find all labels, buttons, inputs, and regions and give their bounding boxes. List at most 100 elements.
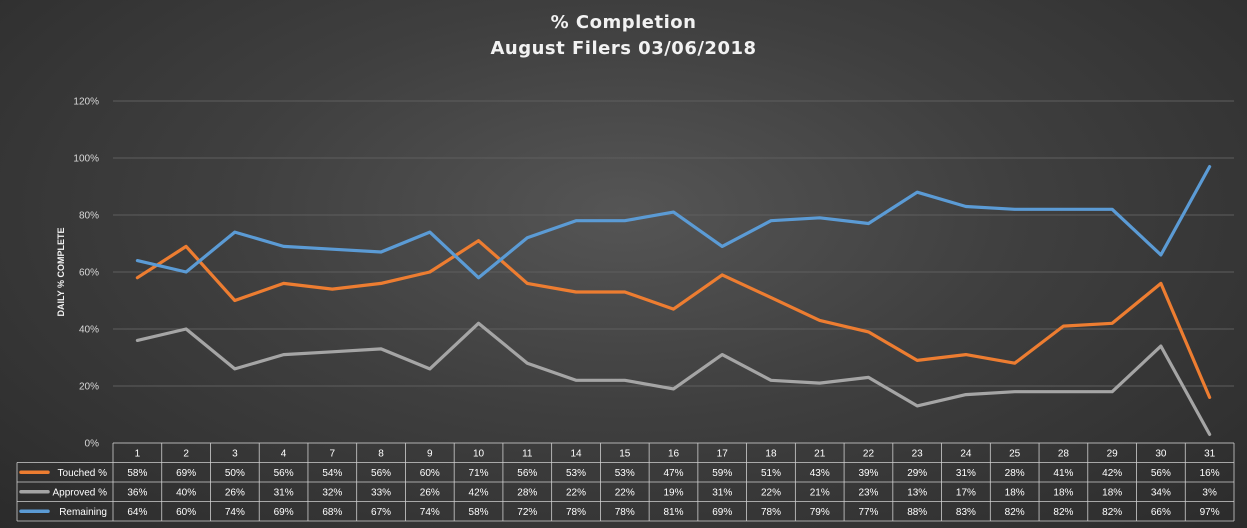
data-label: 51% [761, 468, 781, 479]
x-tick-label: 4 [281, 448, 287, 459]
data-label: 88% [907, 507, 927, 518]
data-label: 72% [517, 507, 537, 518]
x-tick-label: 2 [183, 448, 189, 459]
data-label: 78% [566, 507, 586, 518]
x-tick-label: 25 [1009, 448, 1021, 459]
data-label: 28% [1005, 468, 1025, 479]
data-label: 74% [225, 507, 245, 518]
data-label: 60% [420, 468, 440, 479]
chart-title: % Completion [550, 12, 697, 33]
data-label: 13% [907, 487, 927, 498]
data-label: 26% [420, 487, 440, 498]
data-label: 56% [274, 468, 294, 479]
data-label: 60% [176, 507, 196, 518]
data-label: 78% [615, 507, 635, 518]
legend-label: Touched % [58, 468, 108, 479]
x-tick-label: 11 [522, 448, 533, 459]
data-label: 31% [274, 487, 294, 498]
data-label: 47% [663, 468, 683, 479]
data-label: 69% [176, 468, 196, 479]
legend-label: Remaining [59, 507, 107, 518]
data-label: 40% [176, 487, 196, 498]
data-label: 77% [858, 507, 878, 518]
data-label: 28% [517, 487, 537, 498]
series-line [135, 321, 1212, 436]
data-label: 59% [712, 468, 732, 479]
data-label: 56% [371, 468, 391, 479]
data-label: 19% [663, 487, 683, 498]
x-tick-label: 23 [912, 448, 924, 459]
data-label: 42% [1102, 468, 1122, 479]
y-tick-label: 20% [79, 382, 99, 393]
data-label: 53% [615, 468, 635, 479]
x-tick-label: 17 [717, 448, 729, 459]
data-label: 39% [858, 468, 878, 479]
data-label: 17% [956, 487, 976, 498]
data-label: 68% [322, 507, 342, 518]
x-tick-label: 7 [330, 448, 336, 459]
legend-label: Approved % [53, 487, 108, 498]
x-tick-label: 14 [570, 448, 582, 459]
x-tick-label: 18 [765, 448, 777, 459]
data-label: 74% [420, 507, 440, 518]
data-label: 22% [615, 487, 635, 498]
y-tick-label: 80% [79, 211, 99, 222]
data-label: 23% [858, 487, 878, 498]
data-label: 56% [517, 468, 537, 479]
data-label: 82% [1053, 507, 1073, 518]
x-tick-label: 16 [668, 448, 680, 459]
data-label: 64% [127, 507, 147, 518]
x-tick-label: 30 [1155, 448, 1167, 459]
x-tick-label: 9 [427, 448, 433, 459]
data-label: 36% [127, 487, 147, 498]
data-label: 69% [274, 507, 294, 518]
series-line [135, 239, 1212, 399]
x-tick-label: 21 [814, 448, 826, 459]
data-label: 34% [1151, 487, 1171, 498]
x-tick-label: 1 [135, 448, 141, 459]
x-tick-label: 24 [960, 448, 972, 459]
x-tick-label: 15 [619, 448, 631, 459]
data-label: 26% [225, 487, 245, 498]
data-label: 58% [127, 468, 147, 479]
data-label: 21% [810, 487, 830, 498]
data-label: 67% [371, 507, 391, 518]
data-label: 58% [469, 507, 489, 518]
data-label: 18% [1005, 487, 1025, 498]
data-label: 78% [761, 507, 781, 518]
data-label: 41% [1053, 468, 1073, 479]
x-tick-label: 8 [378, 448, 384, 459]
y-tick-label: 60% [79, 268, 99, 279]
data-label: 81% [663, 507, 683, 518]
data-label: 79% [810, 507, 830, 518]
data-label: 42% [469, 487, 489, 498]
data-label: 66% [1151, 507, 1171, 518]
series-line [135, 165, 1212, 280]
y-tick-label: 120% [73, 97, 99, 108]
data-label: 83% [956, 507, 976, 518]
data-label: 71% [469, 468, 489, 479]
data-label: 3% [1202, 487, 1217, 498]
data-label: 43% [810, 468, 830, 479]
x-tick-label: 3 [232, 448, 238, 459]
x-tick-label: 31 [1204, 448, 1216, 459]
y-axis-title: DAILY % COMPLETE [56, 227, 66, 316]
data-label: 97% [1200, 507, 1220, 518]
data-label: 54% [322, 468, 342, 479]
data-label: 56% [1151, 468, 1171, 479]
chart-subtitle: August Filers 03/06/2018 [490, 38, 757, 59]
x-tick-label: 28 [1058, 448, 1070, 459]
data-label: 50% [225, 468, 245, 479]
y-tick-label: 100% [73, 154, 99, 165]
x-tick-label: 29 [1107, 448, 1119, 459]
data-label: 16% [1200, 468, 1220, 479]
data-label: 82% [1102, 507, 1122, 518]
data-label: 31% [712, 487, 732, 498]
x-tick-label: 22 [863, 448, 875, 459]
y-tick-label: 0% [85, 439, 100, 450]
data-label: 18% [1053, 487, 1073, 498]
x-tick-label: 10 [473, 448, 485, 459]
data-label: 82% [1005, 507, 1025, 518]
